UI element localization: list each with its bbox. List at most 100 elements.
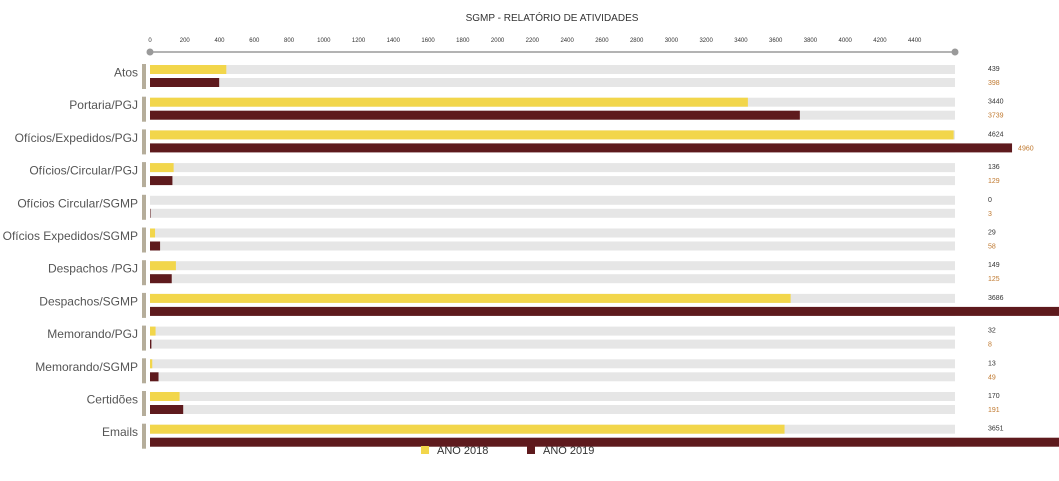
bar-row: Certidões 170 191: [87, 391, 1000, 416]
track-2018: [150, 195, 955, 205]
category-label: Memorando/SGMP: [35, 360, 138, 374]
value-label-2018: 32: [988, 328, 996, 335]
bar-2018: [150, 392, 180, 401]
bar-row: Ofícios Expedidos/SGMP 29 58: [3, 227, 996, 253]
legend-item: ANO 2018: [421, 445, 488, 457]
row-marker: [142, 292, 146, 318]
row-marker: [142, 227, 146, 253]
value-label-2018: 136: [988, 164, 1000, 171]
bar-row: Ofícios/Circular/PGJ 136 129: [29, 162, 1000, 188]
value-label-2018: 439: [988, 66, 1000, 73]
bar-rows: Atos 439 398 Portaria/PGJ 3440 3739 Ofícios/Ex…: [3, 64, 1059, 449]
category-label: Atos: [114, 66, 138, 80]
row-marker: [142, 194, 146, 220]
x-tick-label: 3400: [734, 38, 748, 44]
bar-row: Atos 439 398: [114, 64, 1000, 89]
track-2018: [150, 359, 955, 369]
bar-2018: [150, 424, 785, 434]
x-tick-label: 1000: [317, 38, 331, 44]
x-tick-label: 3600: [769, 38, 783, 44]
bar-2019: [150, 405, 184, 414]
track-2019: [150, 339, 955, 349]
category-label: Memorando/PGJ: [47, 327, 138, 341]
track-2019: [150, 78, 955, 87]
row-marker: [142, 391, 146, 416]
x-tick-label: 1400: [387, 38, 401, 44]
track-2019: [150, 241, 955, 251]
legend-label: ANO 2019: [543, 445, 594, 457]
bar-row: Despachos/SGMP36866384: [39, 292, 1059, 318]
track-2018: [150, 392, 955, 401]
value-label-2019: 129: [988, 178, 1000, 185]
x-tick-label: 2000: [491, 38, 505, 44]
x-tick-label: 2800: [630, 38, 644, 44]
value-label-2019: 3: [988, 211, 992, 218]
bar-2018: [150, 326, 156, 336]
bar-2019: [150, 372, 159, 382]
bar-row: Memorando/SGMP 13 49: [35, 358, 996, 384]
x-tick-label: 4200: [873, 38, 887, 44]
row-marker: [142, 423, 146, 449]
row-marker: [142, 260, 146, 286]
bar-2019: [150, 208, 151, 218]
track-2019: [150, 405, 955, 414]
value-label-2018: 13: [988, 360, 996, 367]
bar-2019: [150, 274, 172, 284]
bar-row: Emails36516948: [102, 423, 1059, 449]
value-label-2018: 3686: [988, 295, 1004, 302]
category-label: Certidões: [87, 393, 138, 407]
bar-2019: [150, 176, 173, 186]
x-tick-label: 200: [180, 38, 191, 44]
track-2019: [150, 372, 955, 382]
x-tick-label: 600: [249, 38, 260, 44]
value-label-2018: 29: [988, 230, 996, 237]
category-label: Ofícios Circular/SGMP: [17, 196, 138, 210]
value-label-2019: 125: [988, 276, 1000, 283]
track-2018: [150, 228, 955, 238]
value-label-2018: 3651: [988, 426, 1004, 433]
row-marker: [142, 96, 146, 122]
row-marker: [142, 129, 146, 155]
value-label-2019: 398: [988, 80, 1000, 87]
bar-row: Portaria/PGJ 3440 3739: [69, 96, 1004, 122]
x-tick-label: 0: [148, 38, 152, 44]
track-2018: [150, 163, 955, 173]
value-label-2019: 4960: [1018, 145, 1034, 152]
row-marker: [142, 162, 146, 188]
legend: ANO 2018 ANO 2019: [421, 445, 594, 457]
x-tick-label: 1200: [352, 38, 366, 44]
bar-2019: [150, 339, 152, 349]
legend-label: ANO 2018: [437, 445, 488, 457]
bar-row: Memorando/PGJ 32 8: [47, 325, 996, 351]
bar-2019: [150, 110, 800, 120]
x-tick-label: 4000: [839, 38, 853, 44]
bar-2019: [150, 437, 1059, 447]
x-axis-end-dot: [951, 48, 959, 56]
value-label-2019: 191: [988, 407, 1000, 414]
bar-2018: [150, 359, 153, 369]
category-label: Ofícios/Expedidos/PGJ: [15, 131, 138, 145]
bar-2018: [150, 130, 954, 140]
x-axis-start-dot: [146, 48, 154, 56]
bar-2018: [150, 97, 748, 107]
bar-2019: [150, 78, 220, 87]
x-tick-label: 2600: [595, 38, 609, 44]
track-2019: [150, 176, 955, 186]
x-tick-label: 800: [284, 38, 295, 44]
bar-row: Ofícios Circular/SGMP 0 3: [17, 194, 992, 220]
category-label: Ofícios/Circular/PGJ: [29, 164, 138, 178]
track-2018: [150, 65, 955, 74]
bar-2018: [150, 163, 174, 173]
x-tick-label: 1600: [421, 38, 435, 44]
bar-2018: [150, 65, 227, 74]
category-label: Portaria/PGJ: [69, 98, 138, 112]
value-label-2018: 3440: [988, 99, 1004, 106]
x-tick-label: 4400: [908, 38, 922, 44]
legend-item: ANO 2019: [527, 445, 594, 457]
value-label-2019: 49: [988, 374, 996, 381]
value-label-2019: 58: [988, 244, 996, 251]
row-marker: [142, 358, 146, 384]
bar-2018: [150, 293, 791, 303]
track-2019: [150, 208, 955, 218]
